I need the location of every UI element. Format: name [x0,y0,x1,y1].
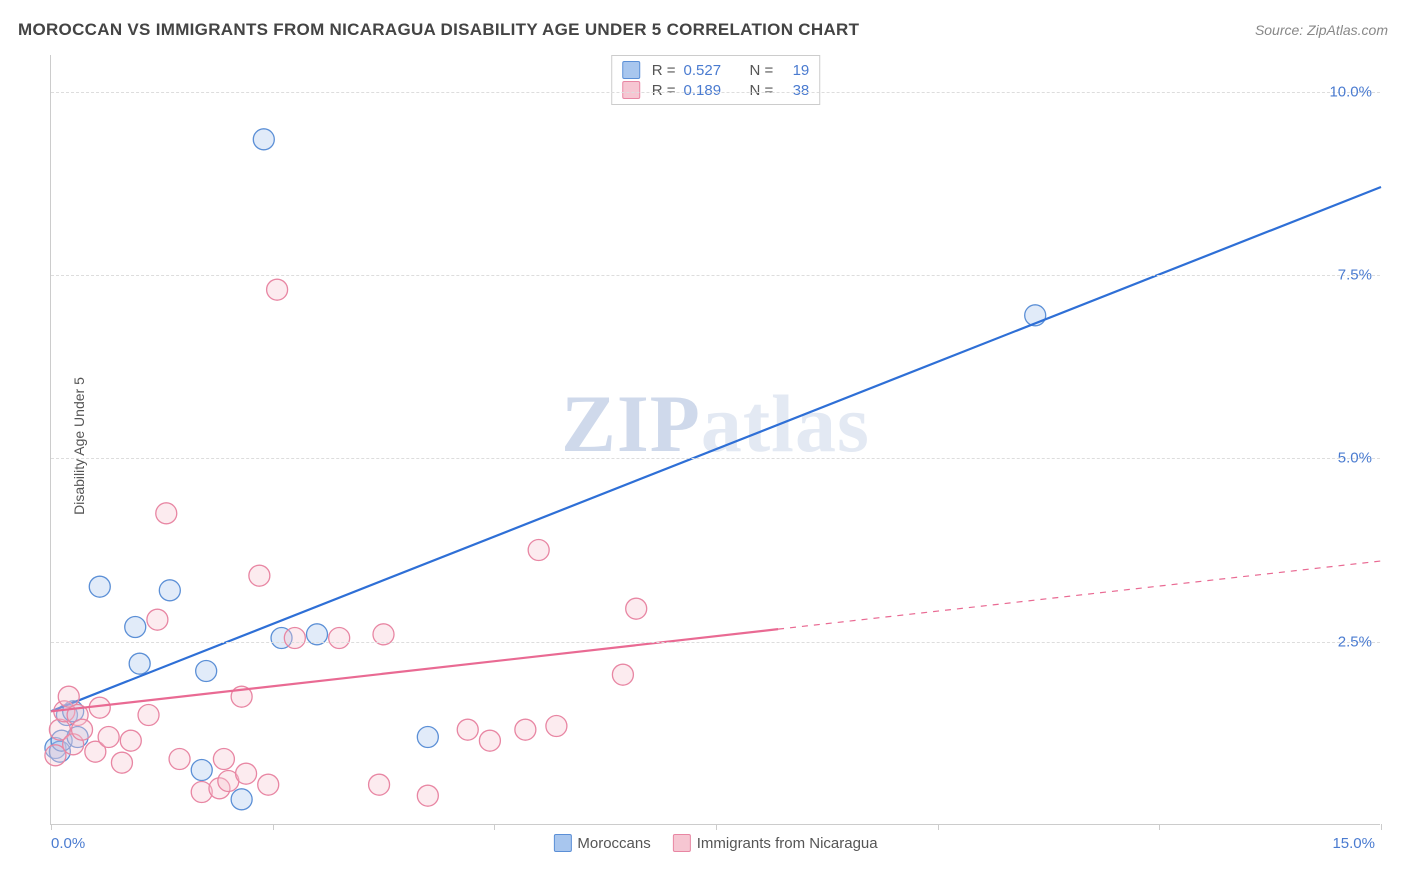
plot-svg [51,55,1380,824]
data-point [546,716,567,737]
legend-top: R = 0.527 N = 19 R = 0.189 N = 38 [611,55,821,105]
data-point [111,752,132,773]
legend-swatch [622,61,640,79]
data-point [284,628,305,649]
y-tick-label: 7.5% [1338,267,1372,284]
data-point [98,727,119,748]
legend-bottom: Moroccans Immigrants from Nicaragua [553,834,877,852]
regression-line-extrapolated [778,561,1381,629]
plot-area: ZIPatlas R =0.527N =19R =0.189N =38 0.0%… [50,55,1380,825]
data-point [159,580,180,601]
data-point [369,774,390,795]
data-point [147,609,168,630]
data-point [213,749,234,770]
data-point [626,598,647,619]
legend-top-row: R = 0.189 N = 38 [622,80,810,100]
data-point [258,774,279,795]
chart-title: MOROCCAN VS IMMIGRANTS FROM NICARAGUA DI… [18,20,859,40]
chart-header: MOROCCAN VS IMMIGRANTS FROM NICARAGUA DI… [18,20,1388,40]
data-point [231,789,252,810]
x-tick [938,824,939,830]
data-point [329,628,350,649]
data-point [125,617,146,638]
chart-source: Source: ZipAtlas.com [1255,22,1388,38]
x-tick [1381,824,1382,830]
legend-top-row: R = 0.527 N = 19 [622,60,810,80]
legend-r-value: 0.527 [684,62,734,79]
data-point [236,763,257,784]
data-point [156,503,177,524]
x-axis-min-label: 0.0% [51,835,85,852]
data-point [457,719,478,740]
legend-r-label: R = [652,82,676,99]
data-point [612,664,633,685]
legend-n-value: 38 [781,82,809,99]
x-axis-max-label: 15.0% [1332,835,1375,852]
legend-bottom-item: Moroccans [553,834,650,852]
legend-bottom-label: Immigrants from Nicaragua [697,835,878,852]
data-point [129,653,150,674]
data-point [191,760,212,781]
data-point [249,565,270,586]
gridline-h [51,275,1380,276]
regression-line [51,187,1381,711]
legend-n-label: N = [750,62,774,79]
legend-swatch [622,81,640,99]
data-point [138,705,159,726]
legend-bottom-item: Immigrants from Nicaragua [673,834,878,852]
x-tick [716,824,717,830]
data-point [515,719,536,740]
data-point [120,730,141,751]
legend-bottom-label: Moroccans [577,835,650,852]
gridline-h [51,458,1380,459]
gridline-h [51,92,1380,93]
data-point [267,279,288,300]
data-point [417,727,438,748]
legend-swatch [553,834,571,852]
legend-n-label: N = [750,82,774,99]
data-point [89,576,110,597]
x-tick [494,824,495,830]
data-point [169,749,190,770]
legend-r-value: 0.189 [684,82,734,99]
gridline-h [51,642,1380,643]
x-tick [51,824,52,830]
y-tick-label: 5.0% [1338,450,1372,467]
data-point [196,661,217,682]
x-tick [273,824,274,830]
y-tick-label: 2.5% [1338,633,1372,650]
y-tick-label: 10.0% [1329,83,1372,100]
data-point [72,719,93,740]
legend-swatch [673,834,691,852]
data-point [417,785,438,806]
x-tick [1159,824,1160,830]
legend-r-label: R = [652,62,676,79]
data-point [479,730,500,751]
data-point [528,540,549,561]
data-point [253,129,274,150]
legend-n-value: 19 [781,62,809,79]
